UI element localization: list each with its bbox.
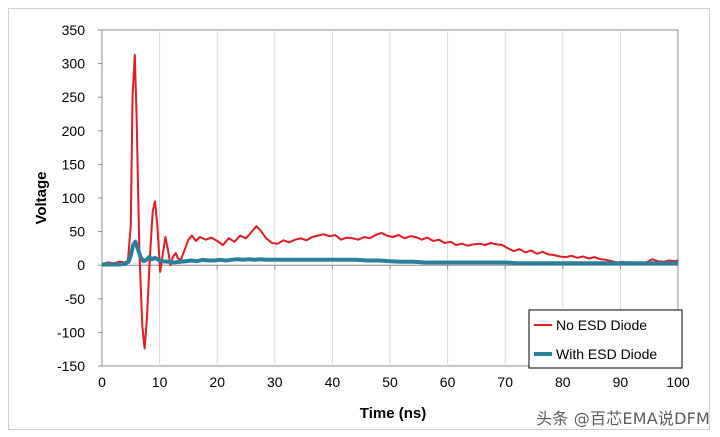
x-tick-label: 50 <box>382 374 398 390</box>
y-tick-label: 200 <box>62 123 86 139</box>
watermark-text: 头条 @百芯EMA说DFM <box>536 409 710 428</box>
x-tick-label: 30 <box>267 374 283 390</box>
x-tick-label: 40 <box>325 374 341 390</box>
legend-label-2: With ESD Diode <box>556 346 657 362</box>
series-line-1 <box>102 53 678 350</box>
x-tick-label: 0 <box>98 374 106 390</box>
x-tick-label: 10 <box>152 374 168 390</box>
series-line-2 <box>102 239 678 267</box>
y-tick-label: 150 <box>62 156 86 172</box>
y-tick-label: 350 <box>62 22 86 38</box>
x-tick-label: 70 <box>497 374 513 390</box>
x-axis-title: Time (ns) <box>360 405 426 422</box>
y-tick-label: 50 <box>69 224 85 240</box>
legend-box <box>528 309 683 369</box>
y-tick-label: 100 <box>62 190 86 206</box>
y-tick-label: -50 <box>65 291 85 307</box>
x-tick-label: 80 <box>555 374 571 390</box>
x-tick-label: 20 <box>209 374 225 390</box>
y-tick-label: 0 <box>77 257 85 273</box>
y-tick-label: 250 <box>62 89 86 105</box>
x-tick-label: 100 <box>666 374 690 390</box>
y-tick-label: 300 <box>62 56 86 72</box>
y-tick-label: -100 <box>57 324 85 340</box>
x-tick-label: 90 <box>613 374 629 390</box>
y-axis-title: Voltage <box>33 171 50 224</box>
x-tick-label: 60 <box>440 374 456 390</box>
legend-label-1: No ESD Diode <box>556 317 647 333</box>
y-tick-label: -150 <box>57 358 85 374</box>
